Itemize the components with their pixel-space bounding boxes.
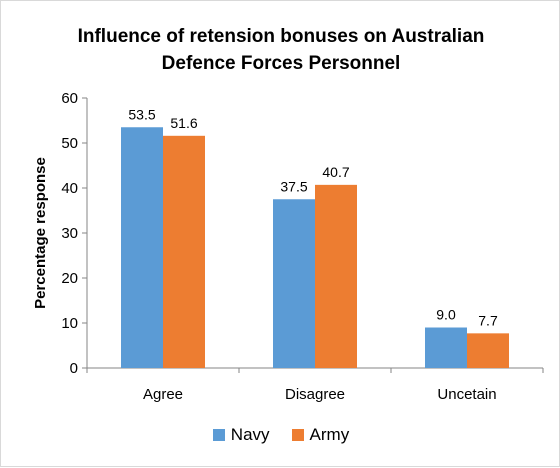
x-tick-label-uncetain: Uncetain <box>437 386 496 403</box>
y-tick-label: 20 <box>61 270 78 287</box>
legend-label-army: Army <box>309 425 350 444</box>
bar-navy-uncetain <box>425 327 467 368</box>
y-tick-label: 40 <box>61 180 78 197</box>
legend: Navy Army <box>1 425 560 445</box>
bar-army-uncetain <box>467 333 509 368</box>
bar-navy-disagree <box>273 199 315 368</box>
data-label-navy-uncetain: 9.0 <box>436 307 456 323</box>
legend-item-navy: Navy <box>212 425 270 445</box>
legend-swatch-army <box>291 429 304 441</box>
chart-title-line-1: Influence of retension bonuses on Austra… <box>77 26 485 47</box>
data-label-navy-agree: 53.5 <box>128 106 155 122</box>
y-tick-label: 10 <box>61 315 78 332</box>
chart-title: Influence of retension bonuses on Austra… <box>1 23 560 77</box>
legend-swatch-navy <box>212 429 225 441</box>
data-label-army-agree: 51.6 <box>170 115 197 131</box>
x-tick-label-disagree: Disagree <box>285 386 345 403</box>
y-tick-label: 0 <box>70 360 78 377</box>
x-tick-label-agree: Agree <box>143 386 183 403</box>
data-label-navy-disagree: 37.5 <box>280 178 307 194</box>
y-tick-label: 30 <box>61 225 78 242</box>
data-label-army-uncetain: 7.7 <box>478 312 498 328</box>
legend-label-navy: Navy <box>230 425 270 444</box>
y-tick-label: 60 <box>61 90 78 107</box>
y-axis-title: Percentage response <box>32 157 49 309</box>
bar-navy-agree <box>121 127 163 368</box>
data-label-army-disagree: 40.7 <box>322 164 349 180</box>
legend-item-army: Army <box>291 425 350 445</box>
y-tick-label: 50 <box>61 135 78 152</box>
bar-army-disagree <box>315 184 357 368</box>
bar-army-agree <box>163 135 205 368</box>
chart-title-line-2: Defence Forces Personnel <box>161 53 401 74</box>
